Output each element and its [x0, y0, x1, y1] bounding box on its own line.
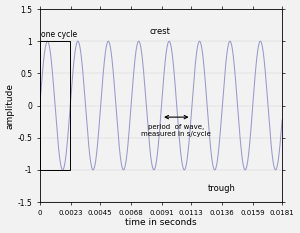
Bar: [40, 41, 70, 170]
Text: one cycle: one cycle: [41, 30, 77, 39]
Y-axis label: amplitude: amplitude: [6, 82, 15, 129]
Text: trough: trough: [208, 184, 236, 193]
Text: crest: crest: [150, 27, 171, 36]
X-axis label: time in seconds: time in seconds: [125, 219, 197, 227]
Text: period  of wave,
measured in s/cycle: period of wave, measured in s/cycle: [141, 123, 211, 137]
